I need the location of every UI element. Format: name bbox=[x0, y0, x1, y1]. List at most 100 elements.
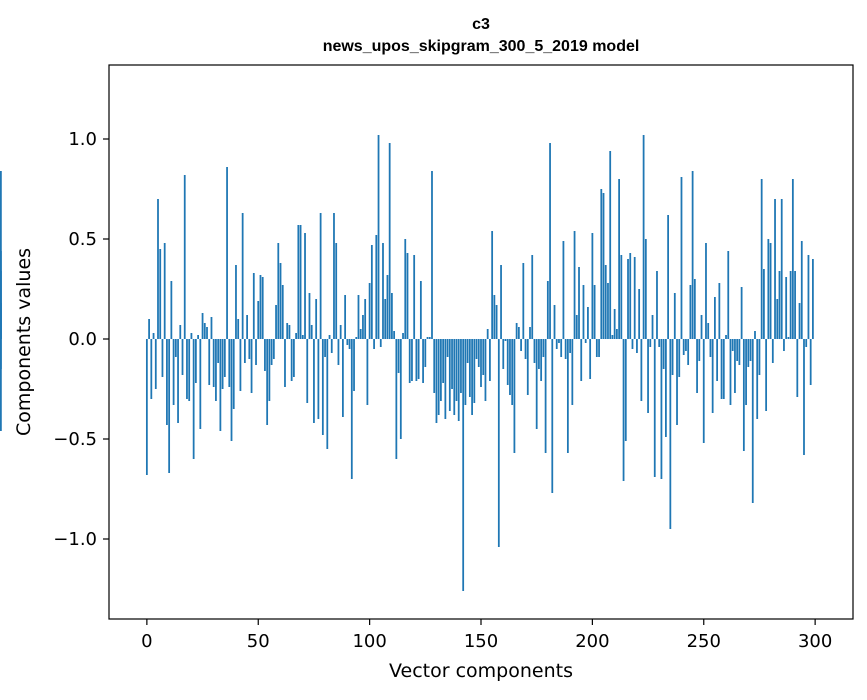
bar-component-299 bbox=[812, 259, 814, 339]
bar-component-138 bbox=[453, 339, 456, 415]
bar-component-60 bbox=[279, 263, 282, 339]
bar-component-186 bbox=[560, 339, 563, 357]
bar-component-214 bbox=[622, 339, 625, 481]
bar-component-298 bbox=[809, 339, 812, 385]
bar-component-33 bbox=[219, 339, 222, 431]
bar-component-93 bbox=[353, 339, 355, 391]
bar-component-181 bbox=[549, 143, 551, 339]
bar-component-110 bbox=[391, 293, 393, 339]
bar-component-135 bbox=[446, 339, 449, 357]
bar-component-156 bbox=[493, 295, 496, 339]
bar-component-35 bbox=[223, 339, 226, 377]
bar-component-159 bbox=[500, 265, 502, 339]
bar-component-143 bbox=[464, 339, 467, 405]
bar-component-213 bbox=[620, 255, 623, 339]
bar-component-49 bbox=[255, 339, 257, 365]
bar-component-115 bbox=[402, 333, 404, 339]
y-tick-label-3: 0.5 bbox=[68, 229, 97, 250]
bar-component-97 bbox=[362, 315, 364, 339]
bar-component-63 bbox=[286, 323, 289, 339]
bar-component-27 bbox=[206, 327, 208, 339]
bar-component-58 bbox=[275, 305, 277, 339]
bar-component-276 bbox=[760, 179, 763, 339]
bar-component-53 bbox=[264, 339, 266, 371]
bar-component-266 bbox=[738, 339, 741, 365]
bar-component-238 bbox=[676, 339, 678, 425]
bar-component-13 bbox=[174, 339, 177, 357]
bar-component-224 bbox=[644, 239, 647, 339]
bar-component-34 bbox=[221, 339, 224, 389]
x-tick-label-150: 150 bbox=[464, 631, 498, 652]
bar-component-257 bbox=[718, 283, 721, 339]
y-tick-label-2: 0.0 bbox=[68, 329, 97, 350]
bar-component-296 bbox=[805, 339, 808, 347]
bar-component-232 bbox=[662, 339, 665, 369]
bar-component-292 bbox=[796, 339, 799, 397]
bar-component-65 bbox=[290, 339, 293, 381]
bar-component-36 bbox=[226, 167, 228, 339]
bar-component-267 bbox=[740, 287, 743, 339]
bar-component-265 bbox=[736, 339, 739, 361]
bar-component-222 bbox=[640, 339, 643, 401]
bar-component-282 bbox=[774, 199, 776, 339]
bar-component-166 bbox=[515, 323, 518, 339]
bar-component-168 bbox=[520, 339, 522, 351]
bar-component-205 bbox=[602, 193, 605, 339]
bar-component-271 bbox=[749, 339, 752, 361]
chart-subtitle: news_upos_skipgram_300_5_2019 model bbox=[323, 38, 640, 55]
bar-component-251 bbox=[705, 243, 707, 339]
bar-component-198 bbox=[587, 307, 589, 339]
bar-component-31 bbox=[215, 339, 217, 401]
bar-component-162 bbox=[506, 339, 509, 385]
bar-component-84 bbox=[333, 213, 335, 339]
bar-component-101 bbox=[370, 245, 373, 339]
bar-component-82 bbox=[328, 335, 331, 339]
bar-component-76 bbox=[315, 299, 318, 339]
x-tick-label-50: 50 bbox=[247, 631, 270, 652]
bar-component-167 bbox=[517, 327, 520, 339]
bars-group bbox=[0, 135, 814, 591]
bar-component-119 bbox=[411, 339, 413, 381]
bar-component-127 bbox=[428, 337, 431, 339]
bar-component-165 bbox=[513, 339, 516, 453]
bar-component-1 bbox=[148, 319, 150, 339]
bar-component-215 bbox=[624, 339, 627, 441]
bar-component-250 bbox=[702, 339, 705, 443]
bar-component-183 bbox=[553, 305, 556, 339]
bar-component-191 bbox=[571, 339, 574, 405]
bar-component-272 bbox=[751, 339, 754, 503]
bar-component-45 bbox=[246, 315, 248, 339]
bar-component-6 bbox=[159, 249, 162, 339]
bar-component-218 bbox=[631, 339, 634, 349]
bar-component-32 bbox=[217, 339, 220, 363]
bar-component-279 bbox=[767, 239, 770, 339]
bar-component-73 bbox=[308, 293, 311, 339]
bar-component-83 bbox=[330, 339, 333, 353]
bar-component-24 bbox=[199, 339, 202, 429]
bar-component-190 bbox=[569, 339, 571, 353]
y-axis-ticks: −1.0 −0.5 0.0 0.5 1.0 bbox=[53, 129, 109, 550]
bar-component-2 bbox=[150, 339, 153, 399]
bar-component-48 bbox=[252, 273, 255, 339]
bar-component-163 bbox=[509, 339, 511, 395]
bar-component-56 bbox=[270, 339, 273, 365]
bar-component-223 bbox=[642, 135, 645, 339]
bar-component-297 bbox=[807, 255, 810, 339]
bar-component-78 bbox=[319, 213, 322, 339]
bar-component-79 bbox=[321, 339, 324, 435]
bar-component-217 bbox=[629, 253, 632, 339]
bar-component-293 bbox=[798, 303, 801, 339]
bar-component-100 bbox=[368, 283, 371, 339]
bar-component-188 bbox=[564, 339, 567, 359]
x-tick-label-200: 200 bbox=[575, 631, 609, 652]
bar-component-196 bbox=[582, 285, 585, 339]
bar-component-71 bbox=[304, 233, 306, 339]
bar-component-149 bbox=[477, 339, 480, 367]
bar-component-132 bbox=[440, 339, 442, 401]
bar-component-240 bbox=[680, 177, 683, 339]
chart-title: c3 bbox=[472, 16, 490, 33]
bar-component-235 bbox=[669, 339, 672, 529]
bar-component-107 bbox=[384, 299, 387, 339]
bar-component-114 bbox=[399, 339, 402, 439]
